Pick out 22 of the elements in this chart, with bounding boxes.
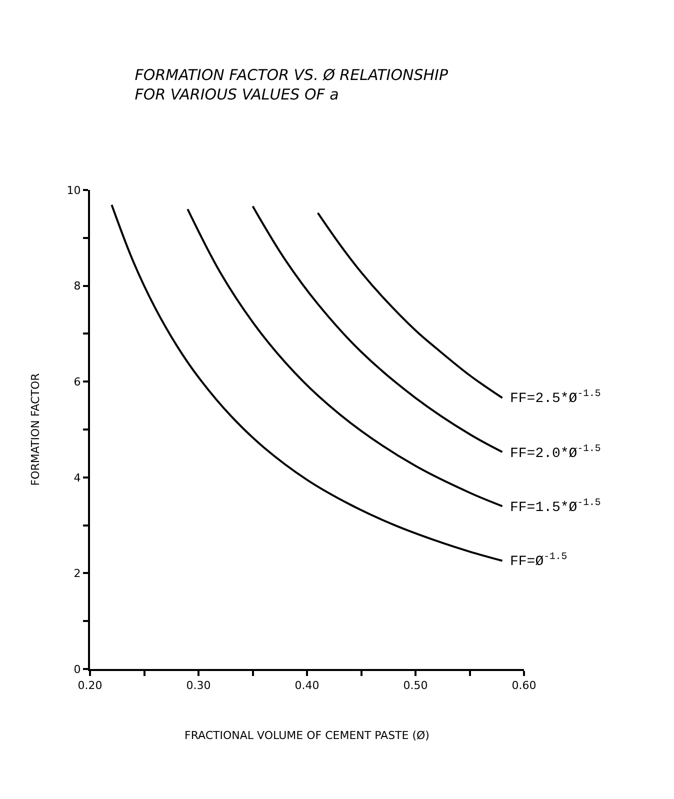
- x-axis-title: FRACTIONAL VOLUME OF CEMENT PASTE (Ø): [184, 728, 430, 742]
- series-label: FF=Ø$^{-1.5}$: [510, 551, 568, 570]
- y-tick-label: 4: [74, 471, 81, 484]
- y-axis-title: FORMATION FACTOR: [28, 372, 42, 486]
- line-series: [110, 204, 504, 562]
- line-series: [316, 212, 504, 399]
- y-tick-label: 8: [74, 280, 81, 293]
- y-tick-label: 6: [74, 375, 81, 388]
- y-tick-label: 0: [74, 662, 81, 676]
- y-tick-label: 2: [74, 567, 81, 580]
- x-tick-label: 0.40: [294, 679, 320, 692]
- series-label: FF=2.5*Ø$^{-1.5}$: [510, 388, 601, 407]
- x-tick-label: 0.30: [186, 679, 211, 692]
- line-series: [252, 205, 504, 454]
- y-tick-label: 10: [66, 184, 81, 197]
- series-label: FF=2.0*Ø$^{-1.5}$: [510, 443, 601, 462]
- x-tick-label: 0.60: [512, 679, 536, 692]
- chart-title: FORMATION FACTOR VS. Ø RELATIONSHIP FOR VARIOUS VALUES OF a: [134, 66, 449, 104]
- x-tick-label: 0.20: [78, 679, 102, 692]
- series-label: FF=1.5*Ø$^{-1.5}$: [510, 497, 601, 516]
- x-tick-label: 0.50: [403, 679, 428, 692]
- line-series: [186, 208, 504, 508]
